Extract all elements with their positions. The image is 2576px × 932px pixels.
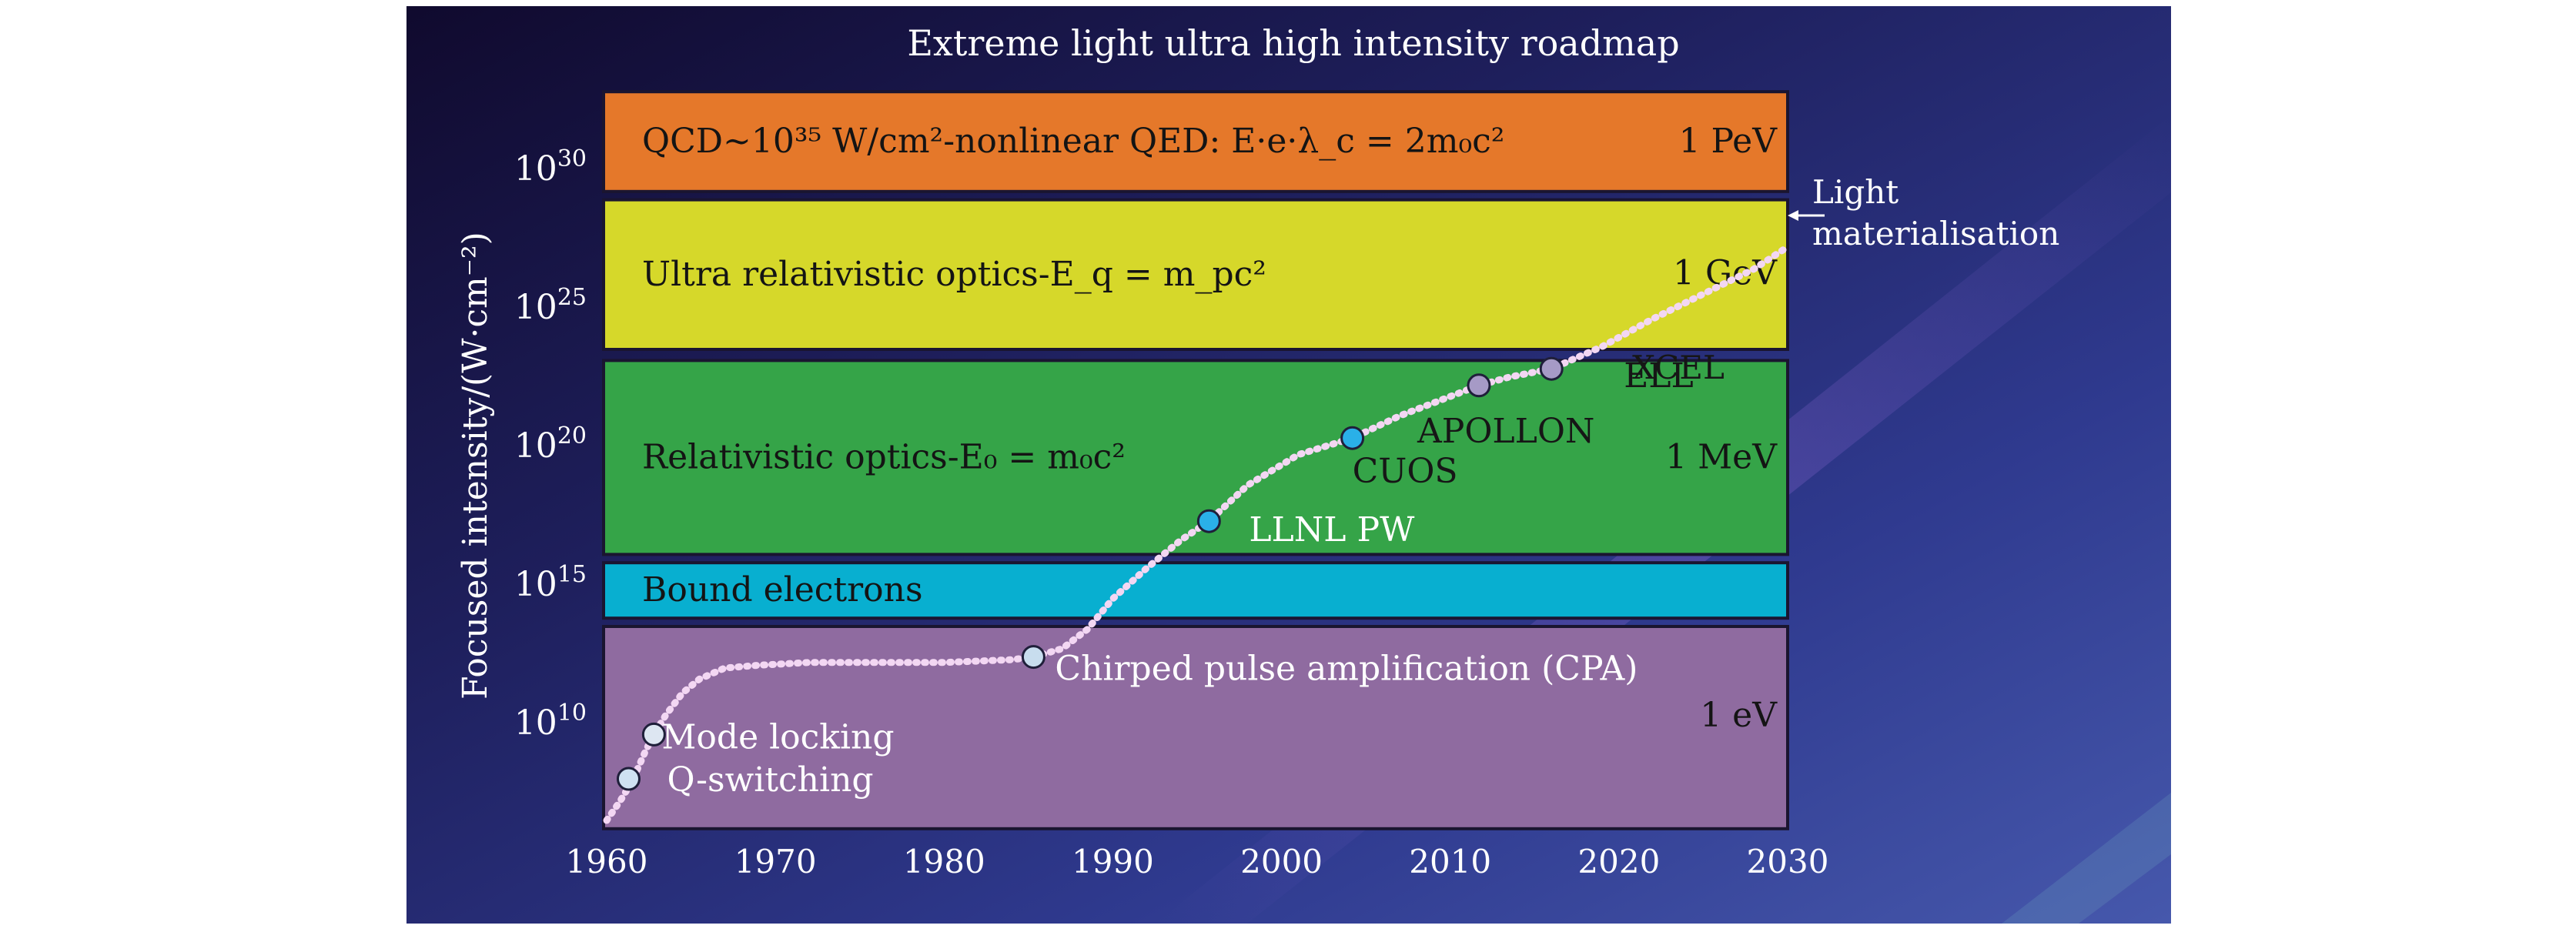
x-tick-label: 1990: [1072, 843, 1154, 880]
y-tick-label: 1030: [514, 145, 587, 189]
milestone-point: [1196, 509, 1221, 533]
band-energy-label: 1 PeV: [1679, 122, 1778, 161]
x-axis: 1960 1970 1980 1990 2000 2010 2020 2030: [566, 843, 1829, 880]
milestone-point: [1340, 426, 1365, 450]
roadmap-curve-line: [603, 243, 1791, 824]
band-energy-label: 1 MeV: [1665, 437, 1778, 476]
band-energy-label: 1 eV: [1700, 696, 1778, 735]
chart-title: Extreme light ultra high intensity roadm…: [907, 22, 1679, 64]
band-1: [602, 359, 1789, 556]
background-light-streak: [2002, 793, 2171, 924]
milestone-label: Mode locking: [661, 717, 894, 757]
milestone-point: [1539, 356, 1564, 381]
band-label: Bound electrons: [642, 570, 923, 610]
milestone-point: [641, 722, 666, 747]
milestone-label: ELL: [1624, 356, 1694, 396]
milestone-label: CUOS: [1353, 452, 1458, 491]
band-3: [602, 90, 1789, 193]
x-tick-label: 1980: [903, 843, 985, 880]
y-tick-label: 1010: [514, 700, 587, 743]
x-tick-label: 2020: [1577, 843, 1660, 880]
annotation-xcel: XCEL: [1632, 349, 1725, 386]
annotation-materialisation: materialisation: [1812, 215, 2059, 252]
milestone-point: [616, 767, 641, 791]
band-label: QCD~10³⁵ W/cm²-nonlinear QED: E·e·λ_c = …: [642, 122, 1504, 161]
milestone-points: [616, 356, 1564, 791]
y-tick-label: 1015: [514, 561, 587, 604]
intensity-bands: Bound electrons Relativistic optics-E₀ = …: [602, 90, 1789, 830]
y-axis: 1010 1015 1020 1025 1030: [514, 145, 587, 743]
x-tick-label: 2010: [1409, 843, 1491, 880]
y-tick-label: 1020: [514, 423, 587, 466]
band-label: Ultra relativistic optics-E_q = m_pc²: [642, 255, 1266, 294]
band-2: [602, 198, 1789, 351]
band-4: [602, 625, 1789, 830]
y-tick-label: 1025: [514, 284, 587, 327]
roadmap-curve: [603, 243, 1791, 824]
x-tick-label: 1970: [734, 843, 817, 880]
milestone-label: Chirped pulse amplification (CPA): [1055, 650, 1638, 689]
band-0: [602, 561, 1789, 620]
band-label: Relativistic optics-E₀ = m₀c²: [642, 437, 1126, 476]
x-tick-label: 2030: [1747, 843, 1829, 880]
milestone-point: [1021, 645, 1045, 670]
band-energy-label: 1 GeV: [1673, 254, 1778, 293]
milestone-point: [1467, 373, 1491, 398]
milestone-label: LLNL PW: [1249, 510, 1415, 550]
y-axis-label: Focused intensity/(W·cm⁻²): [456, 232, 495, 700]
milestone-label: APOLLON: [1417, 412, 1594, 451]
milestone-label: Q-switching: [667, 760, 873, 800]
x-tick-label: 1960: [566, 843, 648, 880]
x-tick-label: 2000: [1240, 843, 1323, 880]
annotation-light: Light: [1812, 173, 1899, 211]
light-materialisation-arrowhead: [1788, 210, 1798, 221]
